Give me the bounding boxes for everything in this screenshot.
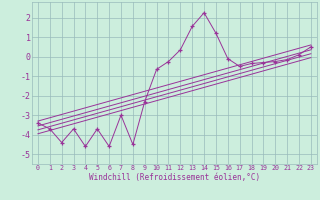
X-axis label: Windchill (Refroidissement éolien,°C): Windchill (Refroidissement éolien,°C) [89, 173, 260, 182]
